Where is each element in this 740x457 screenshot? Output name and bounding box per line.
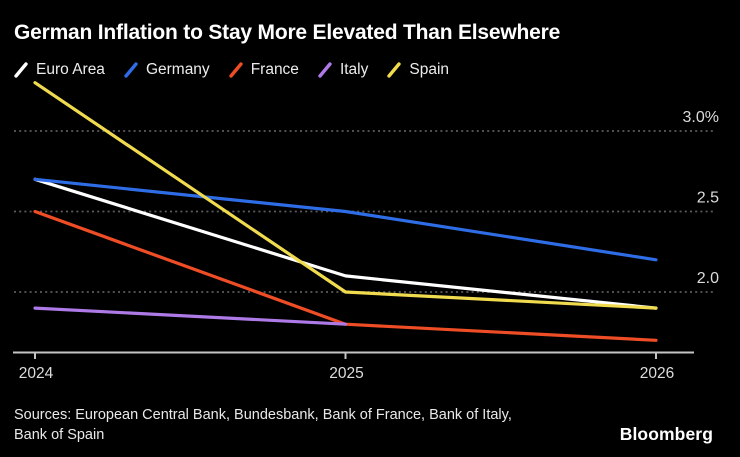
sources-line-1: Sources: European Central Bank, Bundesba…	[14, 407, 512, 423]
italy-slash-icon	[318, 62, 332, 78]
series-line-germany	[33, 177, 658, 262]
germany-slash-icon	[124, 62, 138, 78]
x-axis-label-2026: 2026	[640, 365, 674, 382]
euro-area-slash-stroke	[14, 62, 28, 78]
legend-label-france: France	[250, 61, 299, 78]
legend-label-spain: Spain	[409, 61, 450, 78]
legend-label-italy: Italy	[339, 61, 369, 78]
legend-item-germany: Germany	[124, 61, 210, 79]
legend-item-spain: Spain	[387, 61, 449, 79]
series-line-italy	[33, 306, 348, 326]
legend-label-germany: Germany	[145, 61, 210, 78]
france-slash-stroke	[228, 62, 243, 78]
france-slash-icon	[228, 62, 243, 78]
series-line-spain	[33, 81, 658, 310]
x-axis-label-2024: 2024	[19, 365, 54, 382]
chart-legend: Euro Area Germany France Italy Spain	[14, 61, 449, 79]
germany-slash-stroke	[124, 62, 138, 78]
legend-item-france: France	[228, 61, 299, 79]
legend-item-euro-area: Euro Area	[14, 61, 105, 79]
series-line-euro-area	[33, 177, 658, 310]
spain-slash-stroke	[387, 62, 402, 78]
y-axis-label-2-5: 2.5	[697, 190, 719, 207]
sources-note: Sources: European Central Bank, Bundesba…	[14, 405, 512, 445]
bloomberg-logo: Bloomberg	[619, 424, 713, 444]
sources-line-2: Bank of Spain	[14, 427, 105, 443]
italy-slash-stroke	[318, 62, 332, 78]
y-axis-label-2-0: 2.0	[697, 270, 719, 287]
y-axis-label-3-0-: 3.0%	[683, 109, 719, 126]
chart-title: German Inflation to Stay More Elevated T…	[14, 21, 561, 44]
legend-item-italy: Italy	[318, 61, 368, 79]
euro-area-slash-icon	[14, 62, 28, 78]
spain-slash-icon	[387, 62, 402, 78]
legend-label-euro-area: Euro Area	[36, 61, 105, 78]
x-axis-label-2025: 2025	[329, 365, 363, 382]
